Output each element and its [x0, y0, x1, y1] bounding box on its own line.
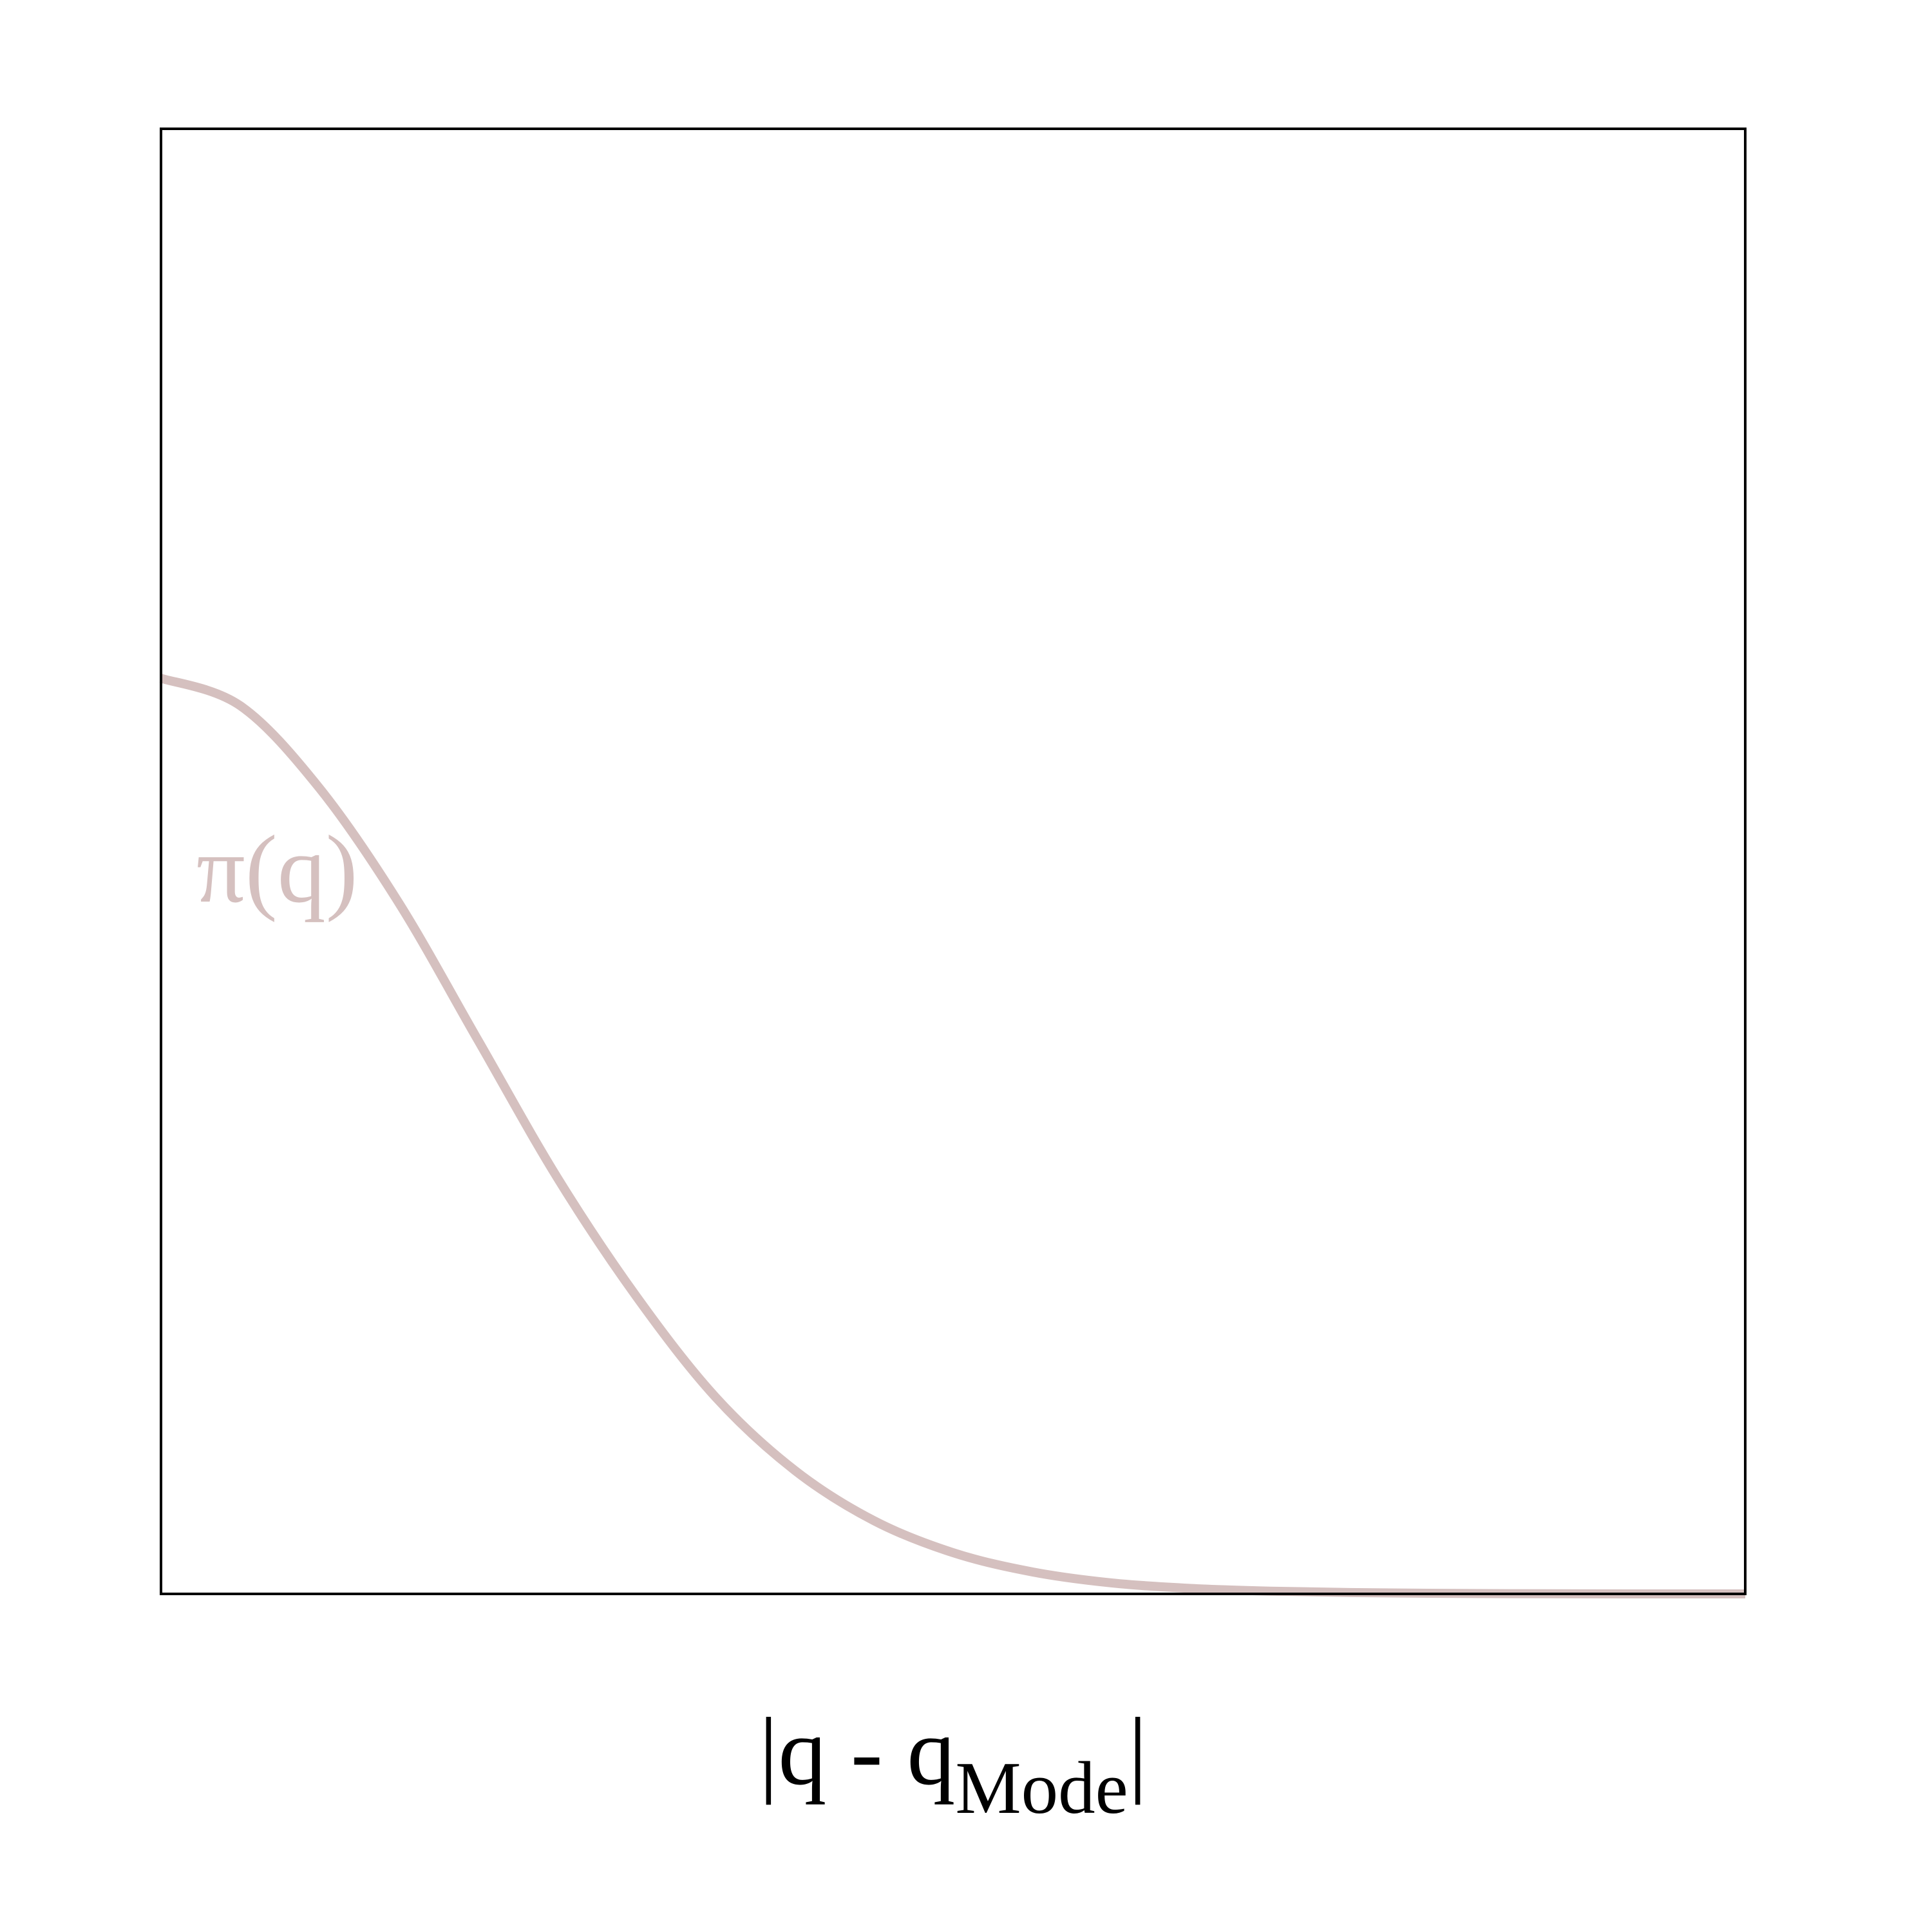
axes-frame [160, 128, 1747, 1595]
x-axis-label-main: |q - q [759, 1698, 955, 1805]
x-axis-label: |q - qMode| [759, 1698, 1147, 1829]
x-axis-label-closing: | [1128, 1698, 1148, 1805]
x-axis-label-subscript: Mode [955, 1747, 1128, 1829]
series-label: π(q) [196, 816, 358, 923]
